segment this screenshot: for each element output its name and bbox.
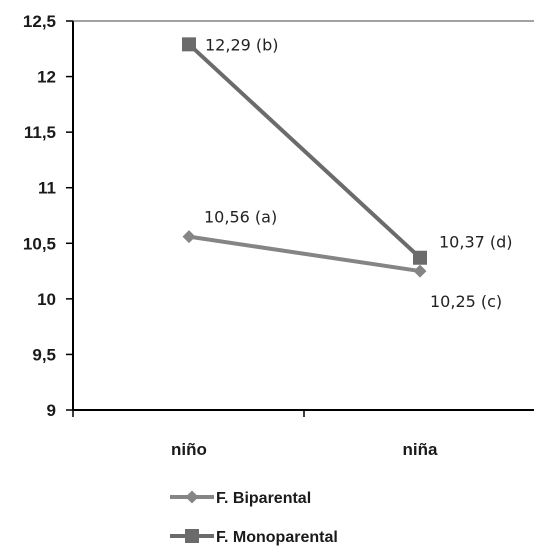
- y-tick-label: 9: [47, 401, 56, 420]
- y-tick-label: 12: [37, 68, 56, 87]
- legend-marker: [185, 529, 199, 543]
- data-label: 10,37 (d): [439, 233, 513, 252]
- legend-label: F. Monoparental: [216, 529, 338, 546]
- legend-marker: [185, 490, 199, 504]
- y-tick-label: 12,5: [23, 12, 56, 31]
- legend-item-monoparental: F. Monoparental: [170, 529, 338, 546]
- legend-item-biparental: F. Biparental: [170, 490, 311, 507]
- series-line-monoparental: [187, 42, 422, 260]
- y-tick-label: 11,5: [24, 123, 56, 142]
- data-point-monoparental: [182, 37, 196, 52]
- y-tick-label: 9,5: [32, 345, 56, 364]
- data-label: 12,29 (b): [205, 35, 279, 54]
- y-tick-label: 11: [38, 179, 56, 198]
- data-label: 10,25 (c): [430, 292, 502, 311]
- data-point-biparental: [413, 264, 427, 278]
- x-category-label: niño: [171, 440, 207, 459]
- series-line-biparental: [188, 234, 421, 274]
- y-tick-label: 10: [37, 290, 56, 309]
- x-category-label: niña: [403, 440, 438, 459]
- y-tick-label: 10,5: [23, 234, 56, 253]
- data-point-biparental: [182, 230, 196, 244]
- data-label: 10,56 (a): [204, 208, 277, 227]
- data-point-monoparental: [413, 250, 427, 265]
- legend-label: F. Biparental: [216, 490, 311, 507]
